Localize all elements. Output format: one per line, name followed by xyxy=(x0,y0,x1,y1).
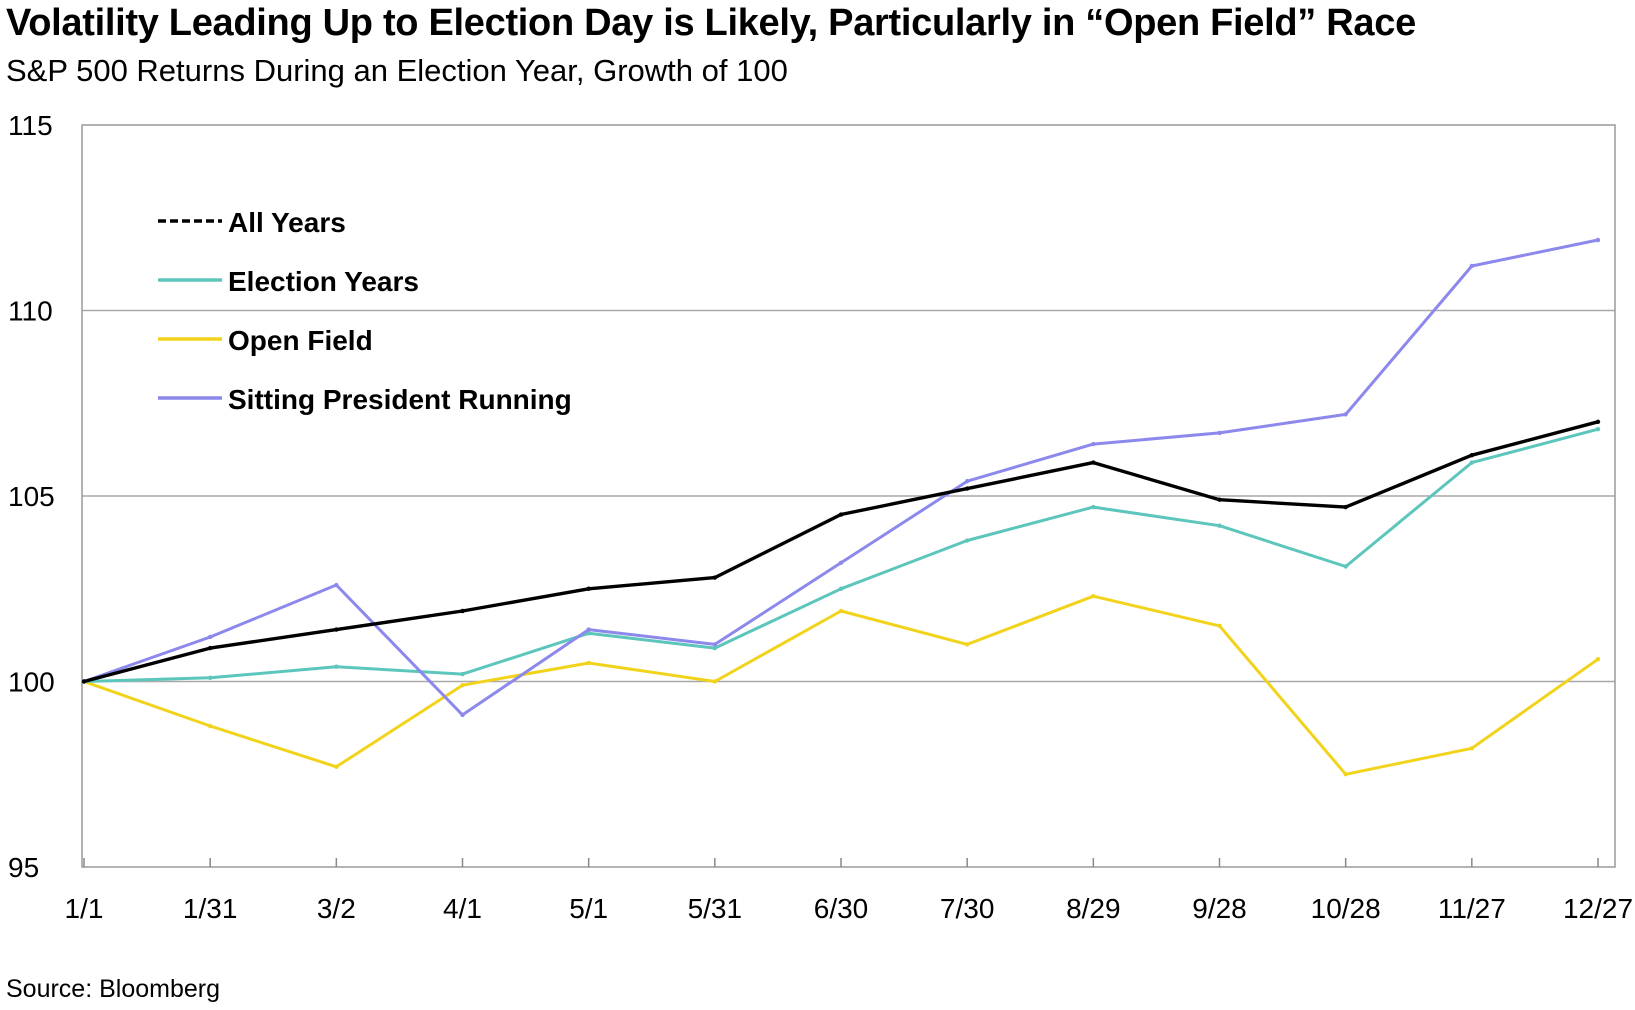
data-point xyxy=(964,642,970,647)
x-tick-label: 8/29 xyxy=(1066,893,1121,924)
data-point xyxy=(207,675,213,680)
data-point xyxy=(1343,564,1348,569)
x-tick-label: 3/2 xyxy=(317,893,356,924)
data-point xyxy=(1217,623,1222,629)
data-point xyxy=(1343,504,1348,510)
chart-title: Volatility Leading Up to Election Day is… xyxy=(6,2,1416,44)
series-line-open-field xyxy=(82,594,1600,776)
legend-label: Sitting President Running xyxy=(228,384,572,415)
data-point xyxy=(460,683,465,688)
legend-label: Election Years xyxy=(228,266,419,297)
data-point xyxy=(1469,746,1475,751)
data-point xyxy=(1343,412,1348,417)
chart-subtitle: S&P 500 Returns During an Election Year,… xyxy=(6,53,788,88)
data-point xyxy=(460,712,465,718)
data-point xyxy=(1091,504,1096,510)
y-tick-label: 110 xyxy=(8,296,53,327)
data-point xyxy=(1091,460,1096,465)
data-point xyxy=(460,671,465,677)
data-point xyxy=(1469,263,1475,269)
data-point xyxy=(1595,427,1601,432)
x-tick-label: 10/28 xyxy=(1311,893,1381,924)
x-tick-label: 6/30 xyxy=(814,893,869,924)
data-point xyxy=(586,627,591,632)
series-lines xyxy=(81,237,1601,777)
data-point xyxy=(1595,657,1601,662)
data-point xyxy=(1217,497,1222,502)
y-axis: 95 100 105 110 115 xyxy=(8,110,55,883)
x-tick-label: 1/31 xyxy=(183,893,238,924)
x-tick-label: 1/1 xyxy=(65,893,104,924)
data-point xyxy=(460,608,465,614)
source-note: Source: Bloomberg xyxy=(6,975,221,1003)
data-point xyxy=(207,634,213,640)
data-point xyxy=(964,478,970,484)
y-tick-label: 100 xyxy=(8,667,55,698)
x-tick-label: 11/27 xyxy=(1438,893,1506,924)
data-point xyxy=(838,512,844,517)
data-point xyxy=(207,645,213,651)
data-point xyxy=(964,538,970,543)
series-line-all-years xyxy=(82,420,1600,684)
x-tick-label: 5/31 xyxy=(688,893,743,924)
data-point xyxy=(334,664,339,669)
data-point xyxy=(1343,772,1348,777)
x-axis: 1/1 1/31 3/2 4/1 5/1 5/31 6/30 7/30 8/29 9/28 10/2… xyxy=(65,858,1633,924)
data-point xyxy=(712,679,718,684)
data-point xyxy=(1091,441,1096,447)
legend-label: Open Field xyxy=(228,325,373,356)
y-tick-label: 95 xyxy=(8,852,39,883)
legend-label: All Years xyxy=(228,207,346,238)
data-point xyxy=(81,679,87,684)
legend: All Years Election Years Open Field Sitting… xyxy=(158,207,572,415)
y-tick-label: 115 xyxy=(8,110,53,141)
plot-frame xyxy=(81,124,1616,868)
data-point xyxy=(1091,593,1096,599)
x-tick-label: 9/28 xyxy=(1192,893,1247,924)
data-point xyxy=(838,560,844,565)
gridlines xyxy=(82,309,1615,683)
data-point xyxy=(334,627,339,632)
x-tick-label: 5/1 xyxy=(569,893,608,924)
data-point xyxy=(1217,430,1222,436)
y-tick-label: 105 xyxy=(8,481,55,512)
data-point xyxy=(1469,452,1475,458)
series-line-election-years xyxy=(82,427,1600,683)
data-point xyxy=(207,723,213,729)
data-point xyxy=(964,486,970,491)
data-point xyxy=(1595,419,1601,424)
data-point xyxy=(838,586,844,591)
data-point xyxy=(1217,523,1222,528)
data-point xyxy=(334,582,339,588)
x-tick-label: 12/27 xyxy=(1563,893,1633,924)
data-point xyxy=(1469,460,1475,465)
data-point xyxy=(1595,237,1601,243)
x-tick-label: 7/30 xyxy=(940,893,995,924)
data-point xyxy=(712,575,718,580)
data-point xyxy=(838,608,844,614)
data-point xyxy=(712,645,718,651)
data-point xyxy=(712,642,718,647)
x-tick-label: 4/1 xyxy=(443,893,482,924)
data-point xyxy=(334,764,339,770)
data-point xyxy=(586,660,591,666)
data-point xyxy=(586,586,591,591)
